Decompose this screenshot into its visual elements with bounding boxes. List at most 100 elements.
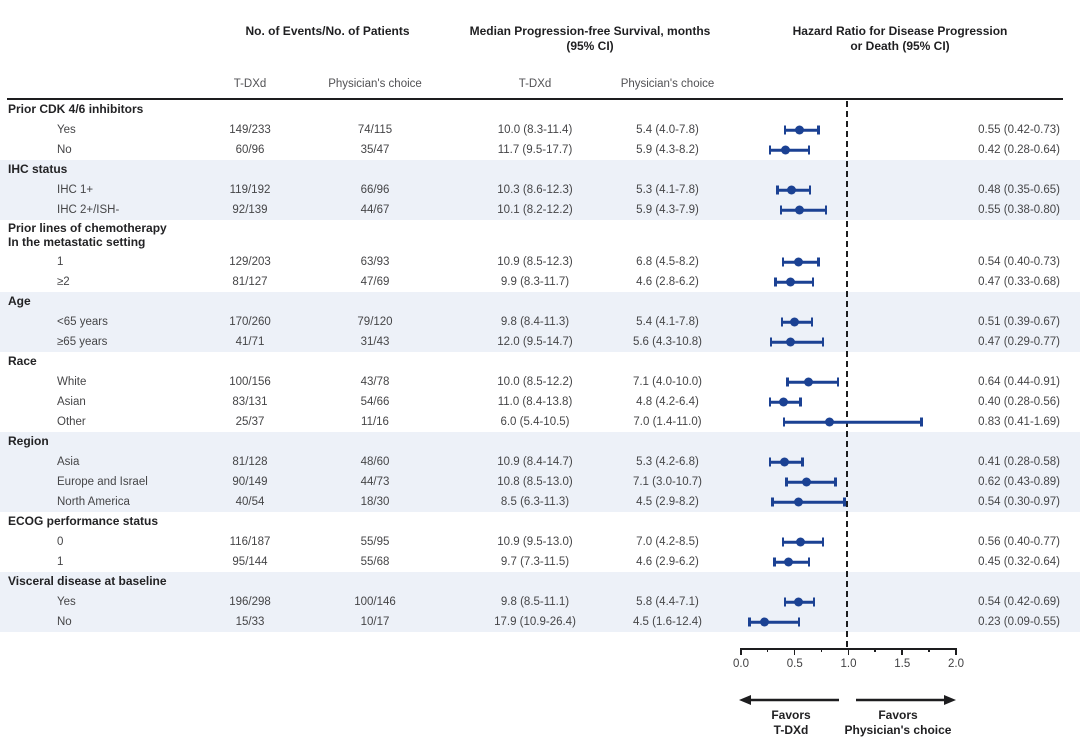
hazard-ratio-point xyxy=(786,337,796,347)
hazard-ratio-point xyxy=(780,145,790,155)
hazard-ratio-text: 0.47 (0.29-0.77) xyxy=(978,336,1060,348)
hazard-ratio-point xyxy=(794,125,804,135)
forest-plot-cell xyxy=(725,312,970,332)
subheader-pfs-physicians-choice: Physician's choice xyxy=(620,78,715,90)
hazard-ratio-point xyxy=(779,457,789,467)
subheader-events-tdxd: T-DXd xyxy=(233,78,267,90)
events-physicians-choice-value: 10/17 xyxy=(360,616,390,628)
left-arrowhead-icon xyxy=(739,695,751,705)
ci-upper-cap xyxy=(811,277,815,287)
subgroup-section: Visceral disease at baseline Yes 196/298 10… xyxy=(0,572,1080,632)
hazard-ratio-text: 0.55 (0.42-0.73) xyxy=(978,124,1060,136)
ci-lower-cap xyxy=(776,185,779,195)
events-tdxd-value: 129/203 xyxy=(229,256,271,268)
subgroup-section: Age <65 years 170/260 79/120 9.8 (8.4-11.3) 5… xyxy=(0,292,1080,352)
pfs-tdxd-value: 9.9 (8.3-11.7) xyxy=(500,276,570,288)
events-tdxd-value: 90/149 xyxy=(232,476,268,488)
forest-plot-cell xyxy=(725,120,970,140)
subgroup-label: IHC 2+/ISH- xyxy=(57,204,120,216)
axis-minor-tick xyxy=(766,648,769,652)
ci-upper-cap xyxy=(810,317,814,327)
table-row: ≥65 years 41/71 31/43 12.0 (9.5-14.7) 5.6 (4… xyxy=(0,332,1080,352)
column-header-hazard-ratio: Hazard Ratio for Disease Progression or … xyxy=(792,24,1008,53)
hazard-ratio-text: 0.55 (0.38-0.80) xyxy=(978,204,1060,216)
table-row: 0 116/187 55/95 10.9 (9.5-13.0) 7.0 (4.2-8.5… xyxy=(0,532,1080,552)
axis-major-tick xyxy=(955,648,957,655)
pfs-physicians-choice-value: 5.4 (4.1-7.8) xyxy=(636,316,699,328)
hazard-ratio-point xyxy=(790,317,800,327)
forest-plot-cell xyxy=(725,452,970,472)
subgroup-label: <65 years xyxy=(57,316,108,328)
table-row: Europe and Israel 90/149 44/73 10.8 (8.5-13… xyxy=(0,472,1080,492)
subheader-events-physicians-choice: Physician's choice xyxy=(328,78,422,90)
ci-upper-cap xyxy=(843,497,846,507)
table-row: 1 95/144 55/68 9.7 (7.3-11.5) 4.6 (2.9-6.2) 0… xyxy=(0,552,1080,572)
events-physicians-choice-value: 43/78 xyxy=(360,376,390,388)
pfs-tdxd-value: 10.0 (8.3-11.4) xyxy=(497,124,573,136)
ci-upper-cap xyxy=(836,377,840,387)
events-tdxd-value: 60/96 xyxy=(235,144,265,156)
section-header-row: IHC status xyxy=(0,160,1080,180)
forest-plot-cell xyxy=(725,412,970,432)
pfs-tdxd-value: 8.5 (6.3-11.3) xyxy=(500,496,570,508)
events-physicians-choice-value: 54/66 xyxy=(360,396,390,408)
pfs-tdxd-value: 6.0 (5.4-10.5) xyxy=(500,416,570,428)
forest-plot-cell xyxy=(725,200,970,220)
ci-upper-cap xyxy=(920,417,923,427)
forest-plot-cell xyxy=(725,612,970,632)
pfs-tdxd-value: 10.3 (8.6-12.3) xyxy=(497,184,573,196)
hazard-ratio-text: 0.41 (0.28-0.58) xyxy=(978,456,1060,468)
axis-tick-label: 1.5 xyxy=(894,658,911,670)
events-physicians-choice-value: 63/93 xyxy=(360,256,390,268)
axis-major-tick xyxy=(901,648,903,655)
ci-upper-cap xyxy=(821,537,825,547)
subgroup-label: No xyxy=(57,144,72,156)
events-tdxd-value: 119/192 xyxy=(229,184,271,196)
pfs-tdxd-value: 10.8 (8.5-13.0) xyxy=(497,476,573,488)
subgroup-label: Yes xyxy=(57,124,76,136)
hazard-ratio-point xyxy=(802,477,812,487)
table-row: Yes 149/233 74/115 10.0 (8.3-11.4) 5.4 (4.0-… xyxy=(0,120,1080,140)
pfs-tdxd-value: 10.9 (8.4-14.7) xyxy=(497,456,573,468)
section-title: ECOG performance status xyxy=(8,514,159,529)
events-physicians-choice-value: 18/30 xyxy=(360,496,390,508)
forest-plot-cell xyxy=(725,140,970,160)
hazard-ratio-text: 0.54 (0.30-0.97) xyxy=(978,496,1060,508)
hazard-ratio-point xyxy=(804,377,814,387)
confidence-interval-bar xyxy=(772,500,845,504)
events-tdxd-value: 83/131 xyxy=(232,396,268,408)
events-physicians-choice-value: 55/95 xyxy=(360,536,390,548)
hazard-ratio-point xyxy=(793,257,803,267)
spacer xyxy=(970,78,1080,90)
subgroup-section: Prior lines of chemotherapy In the metas… xyxy=(0,220,1080,292)
events-tdxd-value: 170/260 xyxy=(229,316,271,328)
ci-upper-cap xyxy=(817,125,820,135)
subgroup-section: Prior CDK 4/6 inhibitors Yes 149/233 74/115… xyxy=(0,100,1080,160)
pfs-physicians-choice-value: 4.6 (2.8-6.2) xyxy=(636,276,699,288)
events-tdxd-value: 149/233 xyxy=(229,124,271,136)
hazard-ratio-text: 0.51 (0.39-0.67) xyxy=(978,316,1060,328)
axis-major-tick xyxy=(793,648,796,655)
events-physicians-choice-value: 11/16 xyxy=(361,416,389,428)
table-row: 1 129/203 63/93 10.9 (8.5-12.3) 6.8 (4.5-8.2… xyxy=(0,252,1080,272)
pfs-physicians-choice-value: 5.9 (4.3-8.2) xyxy=(636,144,699,156)
subgroup-label: Yes xyxy=(57,596,76,608)
forest-plot-cell xyxy=(725,332,970,352)
subgroup-label: 1 xyxy=(57,556,64,568)
spacer xyxy=(725,78,970,90)
subgroup-label: Asian xyxy=(57,396,86,408)
subgroup-section: IHC status IHC 1+ 119/192 66/96 10.3 (8.6-12… xyxy=(0,160,1080,220)
ci-upper-cap xyxy=(824,205,828,215)
events-tdxd-value: 41/71 xyxy=(235,336,265,348)
pfs-physicians-choice-value: 5.6 (4.3-10.8) xyxy=(632,336,703,348)
reference-line-hr-1 xyxy=(846,101,848,648)
axis-tick-label: 0.5 xyxy=(786,658,803,670)
ci-lower-cap xyxy=(786,377,789,387)
ci-lower-cap xyxy=(769,337,773,347)
table-row: White 100/156 43/78 10.0 (8.5-12.2) 7.1 (4.0… xyxy=(0,372,1080,392)
axis-minor-tick xyxy=(928,648,930,652)
table-row: Asian 83/131 54/66 11.0 (8.4-13.8) 4.8 (4.2-… xyxy=(0,392,1080,412)
pfs-physicians-choice-value: 4.5 (1.6-12.4) xyxy=(632,616,703,628)
table-row: Yes 196/298 100/146 9.8 (8.5-11.1) 5.8 (4.4-… xyxy=(0,592,1080,612)
